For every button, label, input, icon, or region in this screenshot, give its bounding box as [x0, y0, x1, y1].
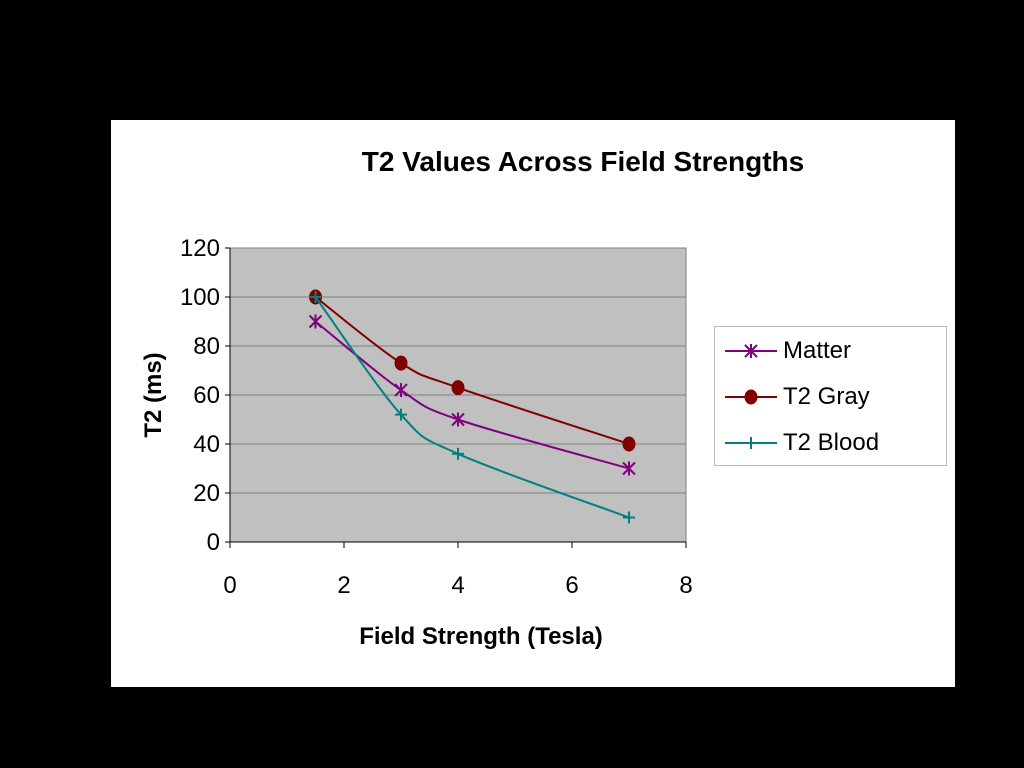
- x-tick-labels: 0 2 4 6 8: [223, 572, 692, 599]
- x-tick-label: 0: [223, 572, 236, 599]
- data-point-t2-gray: [451, 380, 465, 396]
- x-tick-label: 4: [451, 572, 464, 599]
- legend-marker: [744, 344, 758, 358]
- legend-marker: [745, 437, 757, 449]
- y-axis-label: T2 (ms): [140, 352, 167, 437]
- marker-circle: [622, 436, 636, 452]
- data-point-t2-blood: [309, 291, 322, 303]
- x-tick-label: 2: [337, 572, 350, 599]
- data-point-matter: [394, 383, 408, 398]
- legend-item-t2-blood: T2 Blood: [725, 428, 879, 458]
- data-point-t2-blood: [452, 447, 464, 460]
- data-point-t2-gray: [394, 355, 408, 371]
- legend-swatch-matter: [725, 344, 777, 358]
- y-tick-label: 20: [193, 480, 220, 507]
- x-tick-label: 8: [679, 572, 692, 599]
- legend-label-t2-blood: T2 Blood: [783, 429, 880, 456]
- chart-panel: T2 Values Across Field Strengths 0 20 40 60…: [111, 120, 955, 687]
- chart-svg: 0 20 40 60 80 100 120 0 2 4 6 8 Field Strength (Te…: [140, 235, 693, 650]
- legend-label-t2-gray: T2 Gray: [783, 383, 870, 410]
- y-tick-label: 120: [180, 235, 220, 262]
- series-line-t2-blood: [314, 296, 630, 519]
- marker-circle: [451, 380, 465, 396]
- x-tick-label: 6: [565, 572, 578, 599]
- data-point-matter: [451, 412, 465, 427]
- data-point-matter: [308, 314, 323, 329]
- axes: [225, 247, 687, 548]
- series-line-t2-gray: [314, 296, 630, 445]
- series-lines: [308, 289, 636, 524]
- legend-label-matter: Matter: [783, 337, 852, 364]
- y-tick-label: 40: [193, 431, 220, 458]
- marker-circle: [394, 355, 408, 371]
- data-point-t2-blood: [395, 408, 407, 421]
- legend-swatch-t2-gray: [725, 389, 777, 405]
- y-tick-labels: 0 20 40 60 80 100 120: [180, 235, 220, 556]
- marker-circle: [744, 389, 758, 405]
- legend-marker: [744, 389, 758, 405]
- legend-item-matter: Matter: [725, 336, 851, 366]
- y-tick-label: 0: [207, 529, 220, 556]
- y-tick-label: 60: [193, 382, 220, 409]
- x-axis-label: Field Strength (Tesla): [359, 623, 603, 650]
- legend-item-t2-gray: T2 Gray: [725, 382, 870, 412]
- legend-swatch-t2-blood: [725, 437, 777, 449]
- data-point-matter: [622, 461, 636, 476]
- legend: Matter T2 Gray T2 Blood: [714, 326, 947, 466]
- chart-title: T2 Values Across Field Strengths: [361, 146, 805, 177]
- data-point-t2-gray: [622, 436, 636, 452]
- y-tick-label: 100: [180, 284, 220, 311]
- data-point-t2-blood: [623, 511, 635, 524]
- y-tick-label: 80: [193, 333, 220, 360]
